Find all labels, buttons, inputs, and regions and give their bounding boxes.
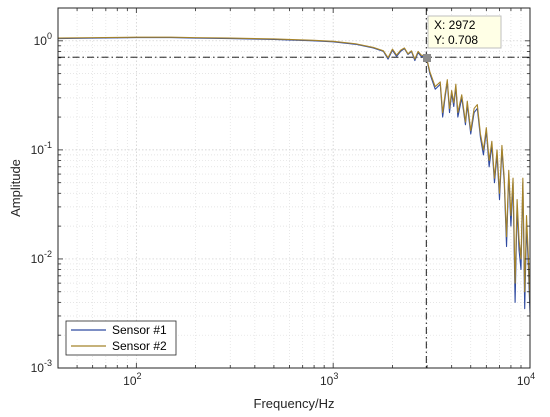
x-tick-label: 102 xyxy=(123,371,141,388)
datatip-marker xyxy=(423,54,431,62)
axis-ticks xyxy=(57,7,531,369)
legend-label-sensor-2: Sensor #2 xyxy=(112,339,167,353)
legend: Sensor #1 Sensor #2 xyxy=(65,320,177,356)
series-lines xyxy=(57,36,531,313)
datatip-crosshair xyxy=(58,8,530,368)
datatip-box xyxy=(427,15,502,49)
series-line-sensor-2 xyxy=(57,36,531,303)
x-axis-label: Frequency/Hz xyxy=(254,396,335,411)
x-tick-labels: 102 103 104 xyxy=(123,371,535,388)
datatip-y: Y: 0.708 xyxy=(434,33,478,47)
y-tick-label: 100 xyxy=(34,31,52,48)
datatip[interactable]: X: 2972 Y: 0.708 xyxy=(423,15,502,62)
x-tick-label: 103 xyxy=(320,371,338,388)
plot-background xyxy=(58,8,530,368)
legend-label-sensor-1: Sensor #1 xyxy=(112,323,167,337)
y-tick-label: 10-1 xyxy=(31,140,52,157)
x-tick-label: 104 xyxy=(517,371,535,388)
y-axis-label: Amplitude xyxy=(8,159,23,217)
datatip-x: X: 2972 xyxy=(434,18,476,32)
y-tick-label: 10-2 xyxy=(31,249,52,266)
y-tick-label: 10-3 xyxy=(31,358,52,375)
legend-box xyxy=(65,320,177,356)
plot-frame xyxy=(57,7,531,369)
y-tick-labels: 100 10-1 10-2 10-3 xyxy=(31,31,52,375)
